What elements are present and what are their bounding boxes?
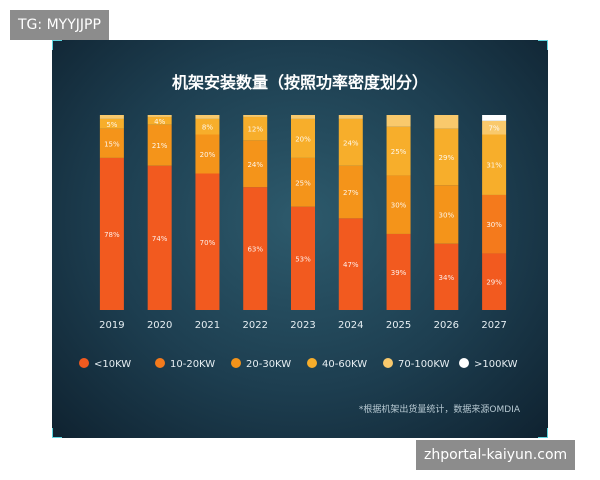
bar-2024-series-0 [338, 218, 363, 310]
data-label-2024-series-2: 27% [343, 189, 359, 197]
bar-2020-series-2 [147, 124, 172, 166]
legend-swatch-4 [383, 358, 393, 368]
x-axis-ticks: 2019 2020 2021 2022 2023 2024 2025 2026 2027 [99, 320, 507, 331]
data-label-2025-series-2: 30% [391, 202, 407, 210]
bar-2026-series-0 [434, 243, 459, 310]
bar-2022-series-4 [243, 115, 268, 117]
bar-2025-series-2 [386, 175, 411, 234]
legend-label-0: <10KW [94, 359, 131, 370]
data-label-2019-series-0: 78% [104, 231, 120, 239]
bar-2022-series-0 [243, 187, 268, 310]
legend-swatch-3 [307, 358, 317, 368]
bar-2020-series-0 [147, 165, 172, 310]
watermark-bottom: zhportal-kaiyun.com [416, 440, 576, 470]
legend-label-2: 20-30KW [246, 359, 291, 370]
x-tick-label: 2021 [195, 320, 220, 331]
bar-2024-series-3 [338, 118, 363, 166]
x-tick-label: 2023 [290, 320, 315, 331]
bar-2024-series-4 [338, 115, 363, 119]
bar-2025-series-4 [386, 115, 411, 127]
bar-2021-series-4 [195, 115, 220, 119]
bar-2025-series-0 [386, 233, 411, 310]
bar-2019-series-0 [99, 157, 124, 310]
bar-2022-series-2 [243, 140, 268, 188]
data-label-2027-series-3: 31% [486, 162, 502, 170]
data-label-2027-series-4: 7% [489, 125, 500, 133]
x-tick-label: 2022 [242, 320, 267, 331]
legend-swatch-1 [155, 358, 165, 368]
bar-2021-series-3 [195, 118, 220, 135]
bar-2021-series-2 [195, 134, 220, 174]
chart-note: *根据机架出货量统计，数据来源OMDIA [359, 403, 521, 415]
legend: <10KW 10-20KW 20-30KW 40-60KW 70-100KW >100KW [79, 358, 518, 370]
bar-2027-series-1 [482, 194, 507, 254]
legend-swatch-0 [79, 358, 89, 368]
bar-2023-series-3 [291, 118, 315, 158]
legend-label-4: 70-100KW [398, 359, 450, 370]
data-label-2020-series-2: 21% [152, 142, 168, 150]
data-label-2025-series-3: 25% [391, 148, 407, 156]
bar-2021-series-0 [195, 173, 220, 310]
data-label-2019-series-3: 5% [106, 121, 117, 129]
bar-2026-series-4 [434, 115, 459, 129]
watermark-top: TG: MYYJJPP [10, 10, 109, 40]
data-label-2024-series-3: 24% [343, 139, 359, 147]
data-label-2020-series-0: 74% [152, 235, 168, 243]
data-label-2022-series-3: 12% [247, 126, 263, 134]
legend-swatch-5 [459, 358, 469, 368]
bar-2027-series-4 [482, 120, 507, 135]
data-label-2023-series-3: 20% [295, 135, 311, 143]
chart-title: 机架安装数量（按照功率密度划分） [172, 73, 428, 92]
data-label-2021-series-2: 20% [200, 151, 216, 159]
x-tick-label: 2027 [481, 320, 506, 331]
data-label-2027-series-1: 30% [486, 221, 502, 229]
bar-2023-series-2 [291, 157, 315, 207]
x-tick-label: 2025 [386, 320, 411, 331]
bar-2027-series-5 [482, 115, 507, 121]
x-tick-label: 2020 [147, 320, 172, 331]
data-label-2022-series-2: 24% [247, 161, 263, 169]
x-tick-label: 2026 [434, 320, 459, 331]
bar-2027-series-0 [482, 253, 507, 310]
data-label-2022-series-0: 63% [247, 246, 263, 254]
data-label-2027-series-0: 29% [486, 279, 502, 287]
bar-2019-series-4 [99, 115, 124, 119]
chart-canvas: 机架安装数量（按照功率密度划分） 78% 15% 5% 74% 21% 4% 70% 20% 8… [52, 40, 548, 438]
legend-label-3: 40-60KW [322, 359, 367, 370]
bar-2022-series-3 [243, 116, 268, 141]
bar-2020-series-4 [147, 115, 172, 117]
bars-layer: 78% 15% 5% 74% 21% 4% 70% 20% 8% 63% 24% 12% 53% 25% 2… [99, 115, 507, 310]
bar-2023-series-4 [291, 115, 315, 119]
data-label-2025-series-0: 39% [391, 269, 407, 277]
data-label-2024-series-0: 47% [343, 261, 359, 269]
data-label-2026-series-2: 30% [439, 211, 455, 219]
legend-label-5: >100KW [474, 359, 518, 370]
x-tick-label: 2019 [99, 320, 124, 331]
bar-2019-series-3 [99, 118, 124, 129]
legend-label-1: 10-20KW [170, 359, 215, 370]
x-tick-label: 2024 [338, 320, 363, 331]
bar-2019-series-2 [99, 128, 124, 158]
data-label-2021-series-0: 70% [200, 239, 216, 247]
legend-swatch-2 [231, 358, 241, 368]
bar-2026-series-2 [434, 185, 459, 244]
bar-2020-series-3 [147, 116, 172, 125]
data-label-2026-series-3: 29% [439, 154, 455, 162]
bar-2025-series-3 [386, 126, 411, 176]
data-label-2020-series-3: 4% [154, 118, 165, 126]
bar-2027-series-3 [482, 134, 507, 195]
bar-2023-series-0 [291, 206, 315, 310]
data-label-2026-series-0: 34% [439, 274, 455, 282]
data-label-2023-series-0: 53% [295, 255, 311, 263]
data-label-2023-series-2: 25% [295, 179, 311, 187]
data-label-2021-series-3: 8% [202, 124, 213, 132]
chart-panel: 机架安装数量（按照功率密度划分） 78% 15% 5% 74% 21% 4% 70% 20% 8… [52, 40, 548, 438]
data-label-2019-series-2: 15% [104, 140, 120, 148]
bar-2026-series-3 [434, 128, 459, 186]
bar-2024-series-2 [338, 165, 363, 219]
